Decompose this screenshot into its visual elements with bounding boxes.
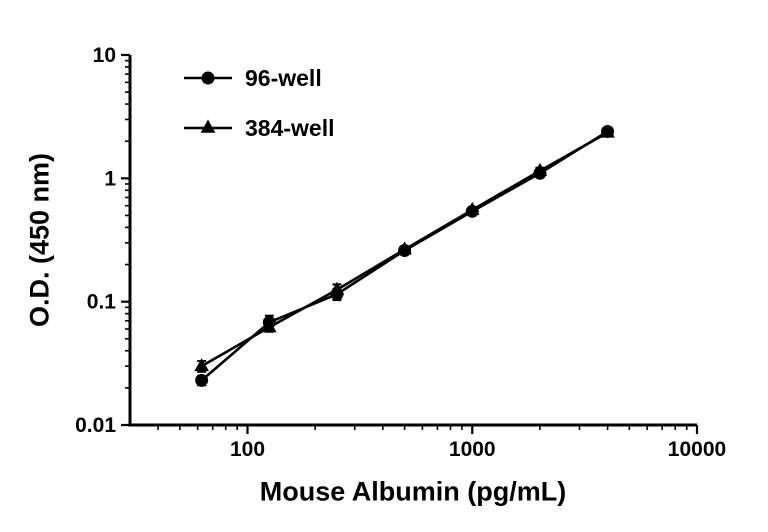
data-point-circle-96-well: [262, 315, 276, 329]
x-tick-label: 100: [230, 438, 265, 461]
circle-marker-icon: [184, 71, 232, 85]
data-point-circle-96-well: [465, 204, 479, 218]
triangle-marker-icon: [184, 119, 232, 133]
x-axis-title: Mouse Albumin (pg/mL): [259, 476, 567, 507]
legend-item-96-well: 96-well: [183, 57, 335, 99]
y-axis-title: O.D. (450 nm): [24, 152, 55, 328]
data-point-circle-96-well: [398, 243, 412, 257]
data-point-circle-96-well: [601, 124, 615, 138]
data-point-triangle-384-well: [194, 358, 209, 372]
legend: 96-well 384-well: [183, 57, 335, 149]
y-tick-label: 0.1: [87, 291, 117, 314]
x-tick-label: 1000: [449, 438, 496, 461]
legend-label-96-well: 96-well: [245, 64, 322, 91]
legend-label-384-well: 384-well: [245, 114, 335, 141]
y-tick-label: 10: [93, 44, 116, 67]
data-point-circle-96-well: [195, 373, 209, 387]
legend-item-384-well: 384-well: [183, 107, 335, 149]
data-point-circle-96-well: [330, 287, 344, 301]
x-tick-label: 10000: [668, 438, 726, 461]
axis-lines: [128, 55, 697, 427]
y-tick-label: 0.01: [75, 414, 116, 437]
data-point-circle-96-well: [533, 166, 547, 180]
y-tick-label: 1: [104, 167, 116, 190]
